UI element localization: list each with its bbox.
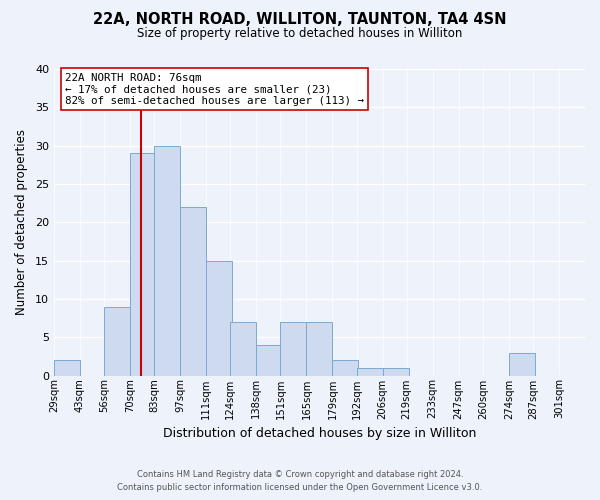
Text: Size of property relative to detached houses in Williton: Size of property relative to detached ho… bbox=[137, 28, 463, 40]
Y-axis label: Number of detached properties: Number of detached properties bbox=[15, 130, 28, 316]
Bar bbox=[230, 322, 256, 376]
Bar bbox=[307, 322, 332, 376]
Bar bbox=[180, 207, 206, 376]
Bar bbox=[154, 146, 180, 376]
Bar bbox=[356, 368, 383, 376]
Text: Contains HM Land Registry data © Crown copyright and database right 2024.
Contai: Contains HM Land Registry data © Crown c… bbox=[118, 470, 482, 492]
Bar bbox=[280, 322, 307, 376]
Text: 22A, NORTH ROAD, WILLITON, TAUNTON, TA4 4SN: 22A, NORTH ROAD, WILLITON, TAUNTON, TA4 … bbox=[93, 12, 507, 28]
Bar bbox=[383, 368, 409, 376]
Bar bbox=[104, 306, 130, 376]
Bar bbox=[206, 260, 232, 376]
Text: 22A NORTH ROAD: 76sqm
← 17% of detached houses are smaller (23)
82% of semi-deta: 22A NORTH ROAD: 76sqm ← 17% of detached … bbox=[65, 73, 364, 106]
Bar bbox=[256, 345, 283, 376]
Bar bbox=[509, 352, 535, 376]
Bar bbox=[332, 360, 358, 376]
Bar bbox=[130, 154, 156, 376]
Bar bbox=[54, 360, 80, 376]
X-axis label: Distribution of detached houses by size in Williton: Distribution of detached houses by size … bbox=[163, 427, 476, 440]
